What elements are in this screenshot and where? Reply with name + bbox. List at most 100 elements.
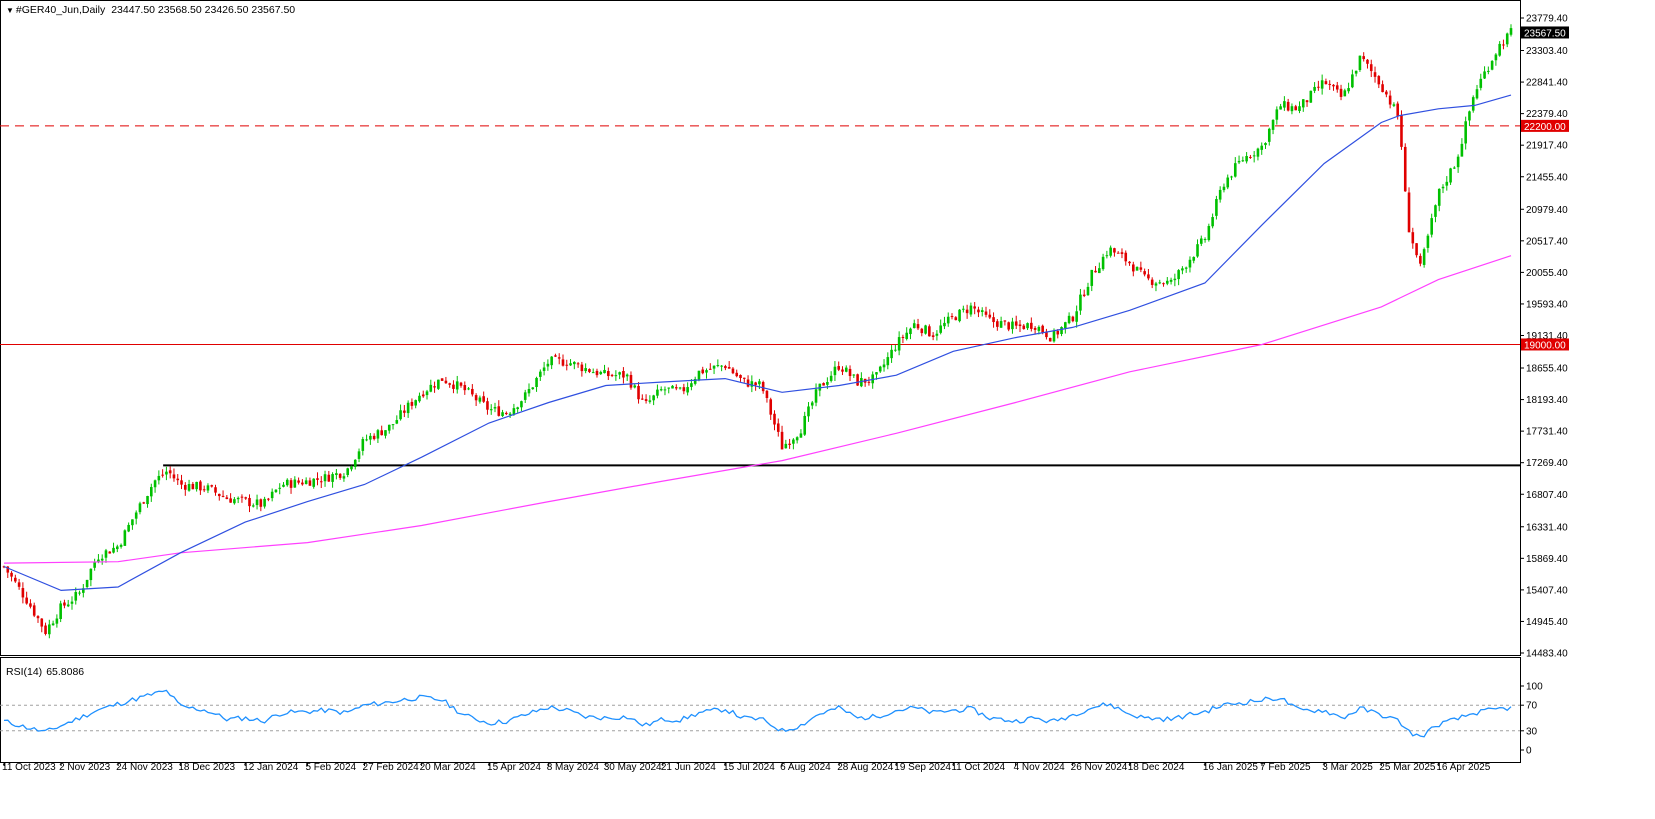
- candle-body: [557, 357, 561, 359]
- candle-body: [308, 480, 312, 486]
- candle-body: [270, 491, 274, 499]
- candle-body: [32, 605, 36, 616]
- candle-body: [1430, 218, 1433, 235]
- price-tick-label: 17269.40: [1526, 458, 1568, 469]
- rsi-header: RSI(14) 65.8086: [6, 666, 84, 678]
- date-tick-label: 25 Mar 2025: [1379, 762, 1436, 773]
- candle-body: [66, 604, 70, 607]
- candle-body: [1192, 257, 1196, 261]
- candle-body: [1113, 248, 1116, 253]
- candle-body: [1045, 331, 1048, 338]
- candle-body: [1082, 294, 1086, 296]
- candle-body: [452, 384, 455, 389]
- candle-body: [248, 497, 251, 507]
- candle-body: [357, 451, 361, 459]
- candle-body: [1415, 243, 1418, 256]
- date-tick-label: 11 Oct 2023: [2, 762, 56, 773]
- date-tick-label: 26 Nov 2024: [1071, 762, 1128, 773]
- candle-body: [244, 497, 248, 499]
- ma-fast-line: [3, 94, 1512, 592]
- candle-body: [897, 337, 901, 351]
- candle-body: [161, 474, 164, 476]
- candle-body: [1075, 311, 1078, 322]
- candle-body: [512, 408, 516, 415]
- candle-body: [905, 332, 908, 339]
- candle-body: [890, 349, 893, 359]
- candle-body: [648, 400, 652, 402]
- candle-body: [274, 489, 278, 493]
- candle-body: [183, 484, 187, 490]
- candle-body: [40, 618, 44, 627]
- candle-body: [799, 433, 803, 438]
- candle-body: [667, 387, 671, 389]
- candle-body: [10, 572, 13, 577]
- candle-body: [731, 368, 735, 374]
- candle-body: [1339, 88, 1343, 97]
- candle-body: [1487, 70, 1490, 72]
- candle-body: [17, 582, 21, 587]
- candle-body: [489, 409, 493, 411]
- candle-body: [1011, 321, 1014, 330]
- candle-body: [818, 383, 822, 391]
- price-tick-label: 16331.40: [1526, 522, 1568, 533]
- candle-body: [758, 381, 761, 385]
- candle-body: [210, 485, 214, 487]
- price-tick-label: 18655.40: [1526, 364, 1568, 375]
- candle-body: [754, 382, 757, 386]
- candle-body: [1301, 99, 1305, 108]
- candle-body: [807, 406, 810, 417]
- candle-body: [1245, 156, 1248, 162]
- candle-body: [1177, 270, 1180, 280]
- candle-body: [1162, 283, 1165, 285]
- rsi-value: 65.8086: [46, 666, 85, 678]
- candle-body: [350, 466, 353, 470]
- candle-body: [705, 370, 708, 373]
- level-price-tag: [1521, 338, 1569, 351]
- candle-body: [282, 484, 285, 487]
- candle-body: [323, 474, 327, 482]
- candle-body: [1354, 70, 1358, 74]
- candle-body: [875, 372, 878, 375]
- candle-body: [1237, 160, 1241, 163]
- candle-body: [225, 497, 229, 500]
- candle-body: [1403, 146, 1407, 192]
- candle-body: [912, 323, 916, 329]
- candle-body: [217, 493, 221, 497]
- candle-body: [395, 420, 399, 424]
- candle-body: [1505, 33, 1509, 45]
- candle-body: [433, 386, 436, 388]
- candle-body: [1132, 264, 1135, 272]
- candle-body: [542, 367, 546, 371]
- candle-body: [1109, 247, 1112, 256]
- candle-body: [365, 439, 368, 441]
- candle-body: [236, 497, 240, 500]
- date-tick-label: 21 Jun 2024: [661, 762, 716, 773]
- candle-body: [168, 470, 172, 474]
- date-tick-label: 24 Nov 2023: [116, 762, 173, 773]
- candle-body: [780, 431, 784, 450]
- candle-body: [55, 618, 59, 624]
- rsi-line: [3, 689, 1512, 738]
- date-tick-label: 6 Aug 2024: [780, 762, 831, 773]
- candle-body: [195, 481, 198, 490]
- candle-body: [591, 372, 595, 374]
- candle-body: [1385, 91, 1388, 95]
- candle-body: [1086, 286, 1090, 296]
- candle-body: [644, 399, 648, 401]
- candle-body: [304, 480, 308, 484]
- candle-body: [455, 381, 459, 390]
- candle-body: [576, 363, 580, 365]
- candle-body: [229, 498, 232, 503]
- candle-body: [1173, 278, 1177, 281]
- candle-body: [724, 366, 727, 369]
- candle-body: [1279, 106, 1282, 110]
- candle-body: [637, 386, 640, 400]
- candle-body: [1475, 89, 1479, 99]
- candle-body: [1116, 252, 1120, 254]
- current-price-tag: [1521, 26, 1569, 39]
- candle-body: [176, 478, 180, 481]
- candle-body: [1022, 325, 1026, 330]
- candle-body: [988, 314, 992, 318]
- candle-body: [59, 603, 62, 620]
